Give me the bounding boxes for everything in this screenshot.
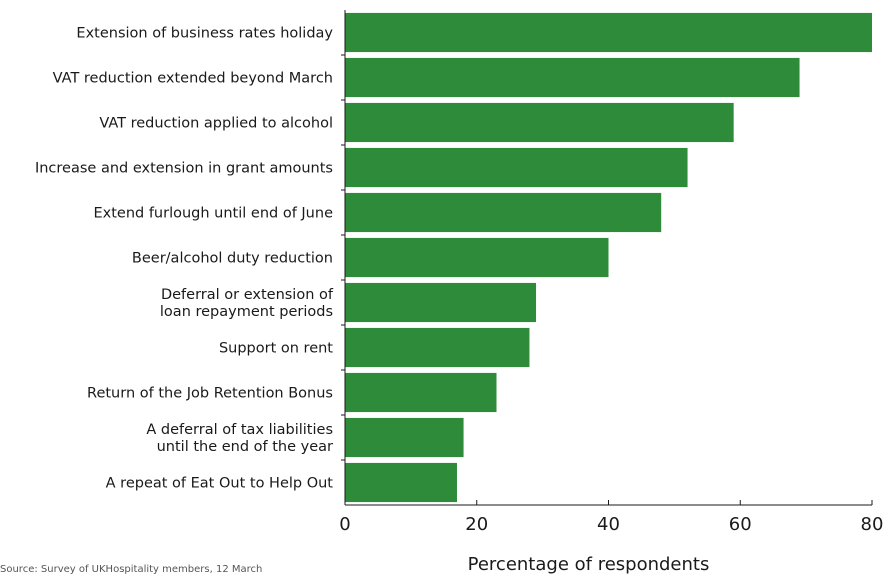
category-label: Increase and extension in grant amounts bbox=[35, 161, 333, 177]
category-label-line: Beer/alcohol duty reduction bbox=[132, 251, 333, 267]
x-tick-label: 80 bbox=[861, 514, 884, 535]
category-label-line: Extend furlough until end of June bbox=[93, 206, 333, 222]
bar bbox=[345, 192, 662, 233]
bar bbox=[345, 372, 497, 413]
category-label-line: loan repayment periods bbox=[160, 304, 333, 320]
bar bbox=[345, 417, 464, 458]
x-tick-label: 40 bbox=[597, 514, 620, 535]
category-label-line: until the end of the year bbox=[157, 439, 333, 455]
category-label-line: Increase and extension in grant amounts bbox=[35, 161, 333, 177]
x-tick-label: 0 bbox=[339, 514, 350, 535]
category-label-line: Support on rent bbox=[219, 341, 333, 357]
category-label-line: VAT reduction extended beyond March bbox=[53, 71, 333, 87]
bar bbox=[345, 282, 537, 323]
category-label: Support on rent bbox=[219, 341, 333, 357]
category-label-line: VAT reduction applied to alcohol bbox=[99, 116, 333, 132]
x-axis-ticks: 0 20 40 60 80 bbox=[339, 500, 883, 535]
category-label-line: A repeat of Eat Out to Help Out bbox=[106, 476, 334, 492]
y-axis-ticks bbox=[341, 54, 345, 461]
category-label-line: A deferral of tax liabilities bbox=[146, 422, 333, 438]
category-label-line: Return of the Job Retention Bonus bbox=[87, 386, 333, 402]
category-label: A repeat of Eat Out to Help Out bbox=[106, 476, 334, 492]
x-tick-label: 20 bbox=[465, 514, 488, 535]
category-label: VAT reduction applied to alcohol bbox=[99, 116, 333, 132]
category-label-line: Extension of business rates holiday bbox=[76, 26, 333, 42]
category-label: Return of the Job Retention Bonus bbox=[87, 386, 333, 402]
category-label-line: Deferral or extension of bbox=[161, 287, 334, 303]
bars bbox=[345, 12, 872, 503]
bar bbox=[345, 327, 530, 368]
bar bbox=[345, 147, 688, 188]
bar bbox=[345, 237, 609, 278]
bar bbox=[345, 12, 872, 53]
category-label: A deferral of tax liabilities until the e… bbox=[146, 422, 333, 455]
x-tick-label: 60 bbox=[729, 514, 752, 535]
bar bbox=[345, 102, 734, 143]
category-label: Extend furlough until end of June bbox=[93, 206, 333, 222]
bar bbox=[345, 57, 800, 98]
bar bbox=[345, 462, 457, 503]
category-label: Beer/alcohol duty reduction bbox=[132, 251, 333, 267]
category-label: VAT reduction extended beyond March bbox=[53, 71, 333, 87]
category-label: Deferral or extension of loan repayment p… bbox=[160, 287, 334, 320]
category-label: Extension of business rates holiday bbox=[76, 26, 333, 42]
x-axis-title: Percentage of respondents bbox=[468, 554, 710, 575]
source-note: Source: Survey of UKHospitality members,… bbox=[0, 564, 262, 575]
category-labels: Extension of business rates holiday VAT r… bbox=[35, 26, 334, 492]
